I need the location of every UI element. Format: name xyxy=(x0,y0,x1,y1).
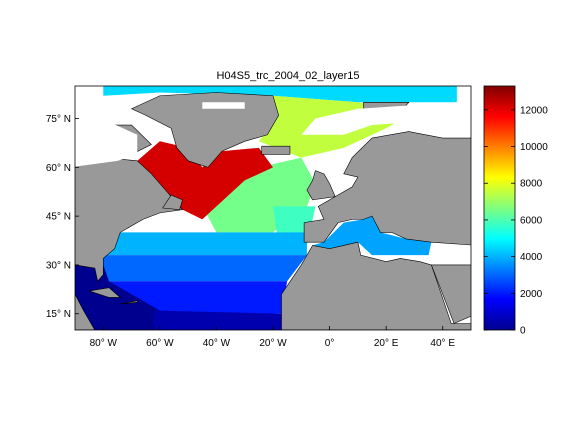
lon-tick-label: 80° W xyxy=(90,338,118,349)
nodata-mask xyxy=(75,102,457,167)
lat-tick-label: 15° N xyxy=(46,309,71,320)
lon-tick-label: 60° W xyxy=(146,338,174,349)
land-north-america xyxy=(75,157,184,330)
land-iceland xyxy=(261,145,291,155)
colorbar-gradient xyxy=(483,85,516,331)
land-africa xyxy=(281,241,471,330)
lon-tick-label: 20° W xyxy=(259,338,287,349)
colorbar-tick-label: 4000 xyxy=(520,252,543,263)
field-region-tropical-south-edge xyxy=(154,310,282,330)
colorbar-tick-label: 10000 xyxy=(520,142,548,153)
nodata-area-2 xyxy=(301,102,457,135)
map-axes: 15° N 30° N 45° N 60° N 75° N 80° W 60° W 40° W… xyxy=(46,85,472,349)
colorbar-tick-label: 2000 xyxy=(520,289,543,300)
lat-tick-label: 75° N xyxy=(46,114,71,125)
lon-tick-label: 20° E xyxy=(374,338,399,349)
field-region-labrador-irminger-sea xyxy=(137,141,273,220)
land-hispaniola xyxy=(120,300,138,305)
lat-tick-label: 60° N xyxy=(46,163,71,174)
colorbar-tick-label: 6000 xyxy=(520,215,543,226)
colorbar-tick-label: 12000 xyxy=(520,105,548,116)
colorbar: 0 2000 4000 6000 8000 10000 12000 xyxy=(483,85,548,337)
lon-tick-label: 40° E xyxy=(430,338,455,349)
nodata-area-1 xyxy=(75,121,138,167)
lon-tick-label: 40° W xyxy=(203,338,231,349)
field-region-subtropical-north xyxy=(103,232,307,256)
colorbar-tick-label: 0 xyxy=(520,326,526,337)
land-newfoundland xyxy=(162,194,183,210)
colorbar-ticks: 0 2000 4000 6000 8000 10000 12000 xyxy=(484,105,548,337)
field-region-mediterranean xyxy=(312,216,432,256)
lat-tick-label: 45° N xyxy=(46,212,71,223)
land-cuba xyxy=(89,287,122,298)
land-scandinavia-europe xyxy=(303,131,471,246)
colorbar-tick-label: 8000 xyxy=(520,179,543,190)
land-greenland xyxy=(130,92,279,168)
land-british-isles xyxy=(306,170,336,201)
map-title: H04S5_trc_2004_02_layer15 xyxy=(216,70,360,82)
map-ticks: 15° N 30° N 45° N 60° N 75° N 80° W 60° W 40° W… xyxy=(46,114,455,349)
field-region-subtropical-central xyxy=(103,255,307,282)
land-arabia xyxy=(430,264,471,324)
lon-tick-label: 0° xyxy=(325,338,335,349)
nodata-area-3 xyxy=(202,102,245,109)
field-region-arctic-ocean xyxy=(103,86,457,103)
tracer-field xyxy=(75,86,457,330)
lat-tick-label: 30° N xyxy=(46,260,71,271)
